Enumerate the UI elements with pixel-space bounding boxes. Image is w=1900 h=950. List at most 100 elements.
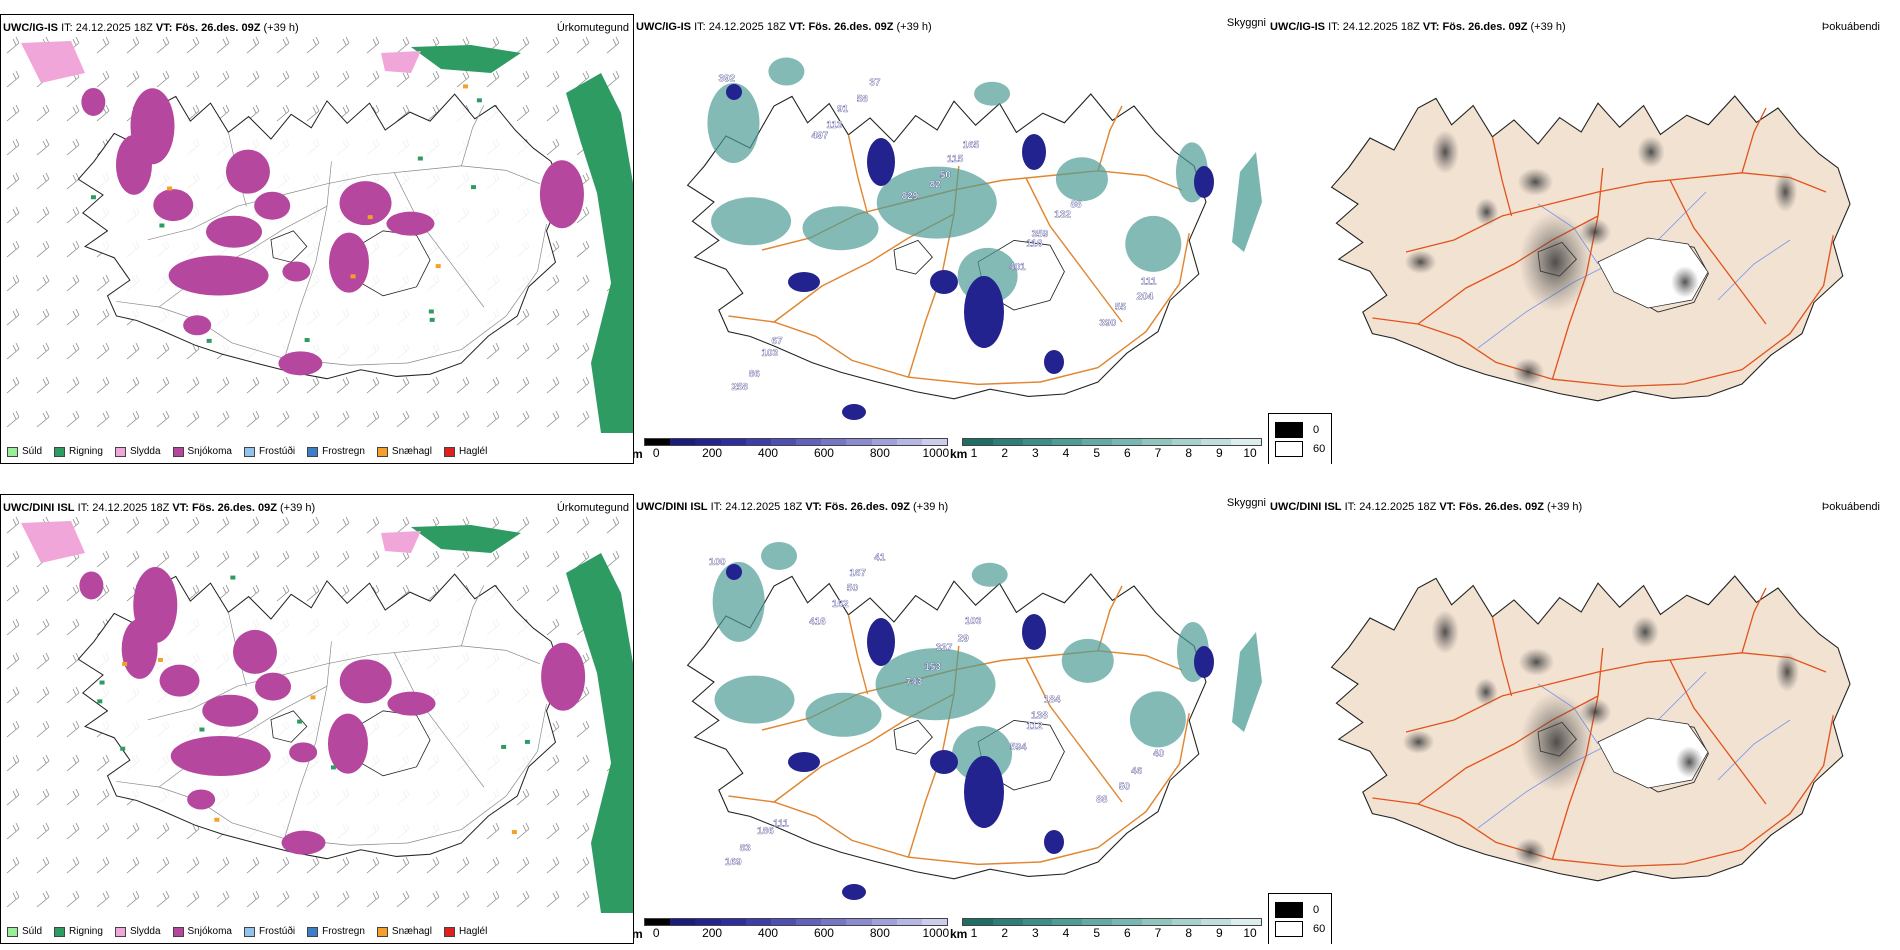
rain-area (566, 553, 633, 913)
precip-speck (199, 727, 205, 732)
barb-stroke (576, 308, 590, 326)
barb-stroke (66, 240, 80, 258)
wind-barb (6, 70, 20, 88)
sleet-area (381, 531, 421, 553)
cloud-base-label: 46 (1131, 766, 1143, 777)
barb-stroke (96, 70, 110, 88)
cloud-base-label: 258 (731, 382, 748, 393)
colorbar-swatch (992, 439, 1023, 445)
wind-barb (246, 856, 260, 874)
wind-barb (6, 516, 20, 534)
colorbar-swatch (1022, 439, 1053, 445)
wind-barb (276, 584, 290, 602)
barb-stroke (186, 550, 200, 568)
sleet-area (381, 51, 421, 73)
wind-barb (576, 36, 590, 54)
barb-stroke (6, 754, 20, 772)
wind-barb (96, 754, 110, 772)
fog-blob (1474, 198, 1499, 226)
barb-stroke (306, 550, 320, 568)
wind-barb (126, 856, 140, 874)
wind-barb (246, 410, 260, 428)
barb-stroke (276, 70, 290, 88)
wind-barb (126, 890, 140, 908)
wind-barb (306, 104, 320, 122)
wind-barb (486, 856, 500, 874)
colorbar-tick-label: 600 (813, 926, 834, 940)
fog-legend-row: 0 (1275, 902, 1325, 918)
legend-label: Snjókoma (187, 446, 232, 457)
wind-barb (396, 36, 410, 54)
barb-stroke (36, 138, 50, 156)
colorbar-swatch (821, 919, 847, 925)
precip-speck (122, 661, 128, 666)
cloud-base-label: 82 (930, 179, 942, 190)
barb-stroke (186, 516, 200, 534)
wind-barb (126, 376, 140, 394)
wind-barb (306, 550, 320, 568)
barb-stroke (426, 104, 440, 122)
wind-barb (276, 516, 290, 534)
coastline (1330, 95, 1851, 402)
barb-stroke (546, 516, 560, 534)
barb-stroke (126, 856, 140, 874)
barb-stroke (396, 890, 410, 908)
cloud-base-label: 132 (1054, 209, 1071, 220)
visibility-area (712, 561, 765, 642)
barb-stroke (96, 342, 110, 360)
barb-stroke (126, 70, 140, 88)
ceiling-colorbar: 0 200 400 600 800 1000 m (634, 438, 949, 461)
fog-blob (1431, 610, 1460, 654)
colorbar-tick-label: 3 (1031, 446, 1039, 460)
wind-barb (276, 376, 290, 394)
colorbar-tick-label: 5 (1093, 926, 1100, 940)
barb-stroke (576, 376, 590, 394)
legend-label: Rigning (69, 926, 103, 937)
wind-barb (606, 516, 620, 534)
fog-legend-swatch (1275, 441, 1303, 457)
fog-blob (1675, 746, 1704, 778)
barb-stroke (366, 550, 380, 568)
fog-blob (1474, 678, 1499, 706)
barb-stroke (276, 516, 290, 534)
colorbar-tick-label: 6 (1123, 926, 1131, 940)
barb-stroke (606, 516, 620, 534)
barb-stroke (156, 516, 170, 534)
barb-stroke (336, 890, 350, 908)
field-title-precip: Úrkomutegund (556, 502, 629, 514)
barb-stroke (486, 410, 500, 428)
snow-area (81, 87, 106, 116)
road (1741, 107, 1767, 173)
wind-barb (156, 376, 170, 394)
barb-stroke (66, 618, 80, 636)
wind-barb (6, 652, 20, 670)
colorbar-tick-label: 10 (1243, 446, 1257, 460)
wind-barb (426, 410, 440, 428)
wind-barb (36, 172, 50, 190)
legend-label: Frostúði (258, 926, 296, 937)
wind-barb (516, 822, 530, 840)
barb-stroke (276, 550, 290, 568)
visibility-area (802, 206, 879, 251)
colorbar-swatch (670, 439, 696, 445)
wind-barb (126, 516, 140, 534)
glacier-outline (893, 239, 933, 275)
barb-stroke (6, 652, 20, 670)
barb-stroke (66, 754, 80, 772)
precip-map (6, 36, 633, 433)
colorbar-swatch (1111, 439, 1142, 445)
legend-label: Súld (22, 926, 43, 937)
wind-barb (546, 410, 560, 428)
wind-barb (546, 788, 560, 806)
barb-stroke (66, 308, 80, 326)
barb-stroke (576, 342, 590, 360)
visibility-area (1125, 215, 1182, 272)
road (116, 704, 547, 846)
colorbar-tick-label: 1000 (922, 926, 950, 940)
wind-barb (396, 584, 410, 602)
barb-stroke (66, 206, 80, 224)
wind-barb (576, 890, 590, 908)
precip-speck (99, 680, 105, 685)
colorbar-swatch (770, 439, 797, 445)
fog-legend-row: 60 (1275, 441, 1325, 457)
